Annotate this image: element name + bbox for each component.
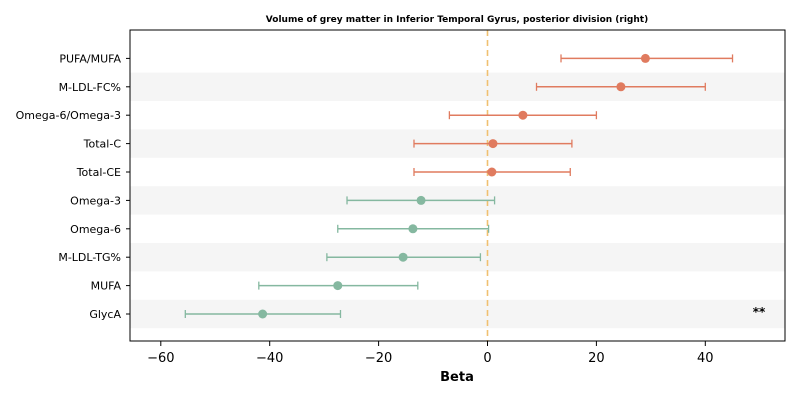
y-tick-label: M-LDL-TG% (58, 251, 121, 264)
plot-frame (129, 29, 786, 342)
y-tick-label: PUFA/MUFA (59, 52, 121, 65)
beta-point (408, 224, 418, 234)
x-tick-label: −20 (365, 351, 392, 366)
x-tick-label: 20 (588, 351, 605, 366)
y-tick-label: MUFA (91, 280, 122, 293)
x-axis-label: Beta (440, 370, 474, 385)
y-tick-label: Total-C (83, 138, 122, 151)
y-tick-label: Omega-6/Omega-3 (16, 109, 121, 122)
beta-point (616, 82, 626, 92)
x-tick-label: −60 (147, 351, 174, 366)
x-tick-label: 0 (483, 351, 491, 366)
beta-point (333, 281, 343, 291)
beta-point (518, 110, 528, 120)
beta-point (640, 53, 650, 63)
beta-point (488, 139, 498, 149)
beta-point (258, 309, 268, 319)
beta-point (416, 195, 426, 205)
beta-point (398, 252, 408, 262)
y-tick-label: Omega-3 (70, 194, 121, 207)
chart-title: Volume of grey matter in Inferior Tempor… (266, 15, 648, 25)
x-axis: −60 −40 −20 0 20 40 (147, 341, 714, 366)
y-tick-label: M-LDL-FC% (59, 81, 121, 94)
y-tick-label: Total-CE (76, 166, 121, 179)
data-marks: ** (184, 53, 766, 319)
x-tick-label: 40 (697, 351, 714, 366)
y-axis: PUFA/MUFA M-LDL-FC% Omega-6/Omega-3 Total-C… (16, 52, 130, 321)
x-tick-label: −40 (256, 351, 283, 366)
y-tick-label: Omega-6 (70, 223, 121, 236)
significance-annotation: ** (753, 305, 766, 319)
y-tick-label: GlycA (89, 308, 121, 321)
beta-point (487, 167, 497, 177)
